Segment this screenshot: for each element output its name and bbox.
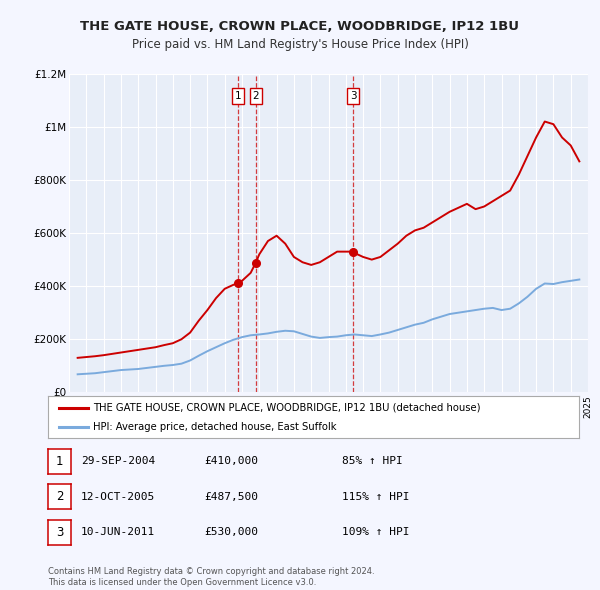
Text: 2: 2 bbox=[253, 91, 259, 101]
Text: 29-SEP-2004: 29-SEP-2004 bbox=[81, 457, 155, 466]
Text: 115% ↑ HPI: 115% ↑ HPI bbox=[342, 492, 409, 502]
Text: 109% ↑ HPI: 109% ↑ HPI bbox=[342, 527, 409, 537]
Text: Contains HM Land Registry data © Crown copyright and database right 2024.: Contains HM Land Registry data © Crown c… bbox=[48, 566, 374, 576]
Text: 1: 1 bbox=[235, 91, 241, 101]
Text: Price paid vs. HM Land Registry's House Price Index (HPI): Price paid vs. HM Land Registry's House … bbox=[131, 38, 469, 51]
Text: 1: 1 bbox=[56, 455, 63, 468]
Text: 85% ↑ HPI: 85% ↑ HPI bbox=[342, 457, 403, 466]
Text: 3: 3 bbox=[350, 91, 357, 101]
Text: 2: 2 bbox=[56, 490, 63, 503]
Text: THE GATE HOUSE, CROWN PLACE, WOODBRIDGE, IP12 1BU (detached house): THE GATE HOUSE, CROWN PLACE, WOODBRIDGE,… bbox=[93, 403, 481, 413]
Text: £410,000: £410,000 bbox=[204, 457, 258, 466]
Text: £487,500: £487,500 bbox=[204, 492, 258, 502]
Text: HPI: Average price, detached house, East Suffolk: HPI: Average price, detached house, East… bbox=[93, 422, 337, 432]
Text: This data is licensed under the Open Government Licence v3.0.: This data is licensed under the Open Gov… bbox=[48, 578, 316, 588]
Text: THE GATE HOUSE, CROWN PLACE, WOODBRIDGE, IP12 1BU: THE GATE HOUSE, CROWN PLACE, WOODBRIDGE,… bbox=[80, 20, 520, 33]
Text: 3: 3 bbox=[56, 526, 63, 539]
Text: 12-OCT-2005: 12-OCT-2005 bbox=[81, 492, 155, 502]
Text: 10-JUN-2011: 10-JUN-2011 bbox=[81, 527, 155, 537]
Text: £530,000: £530,000 bbox=[204, 527, 258, 537]
